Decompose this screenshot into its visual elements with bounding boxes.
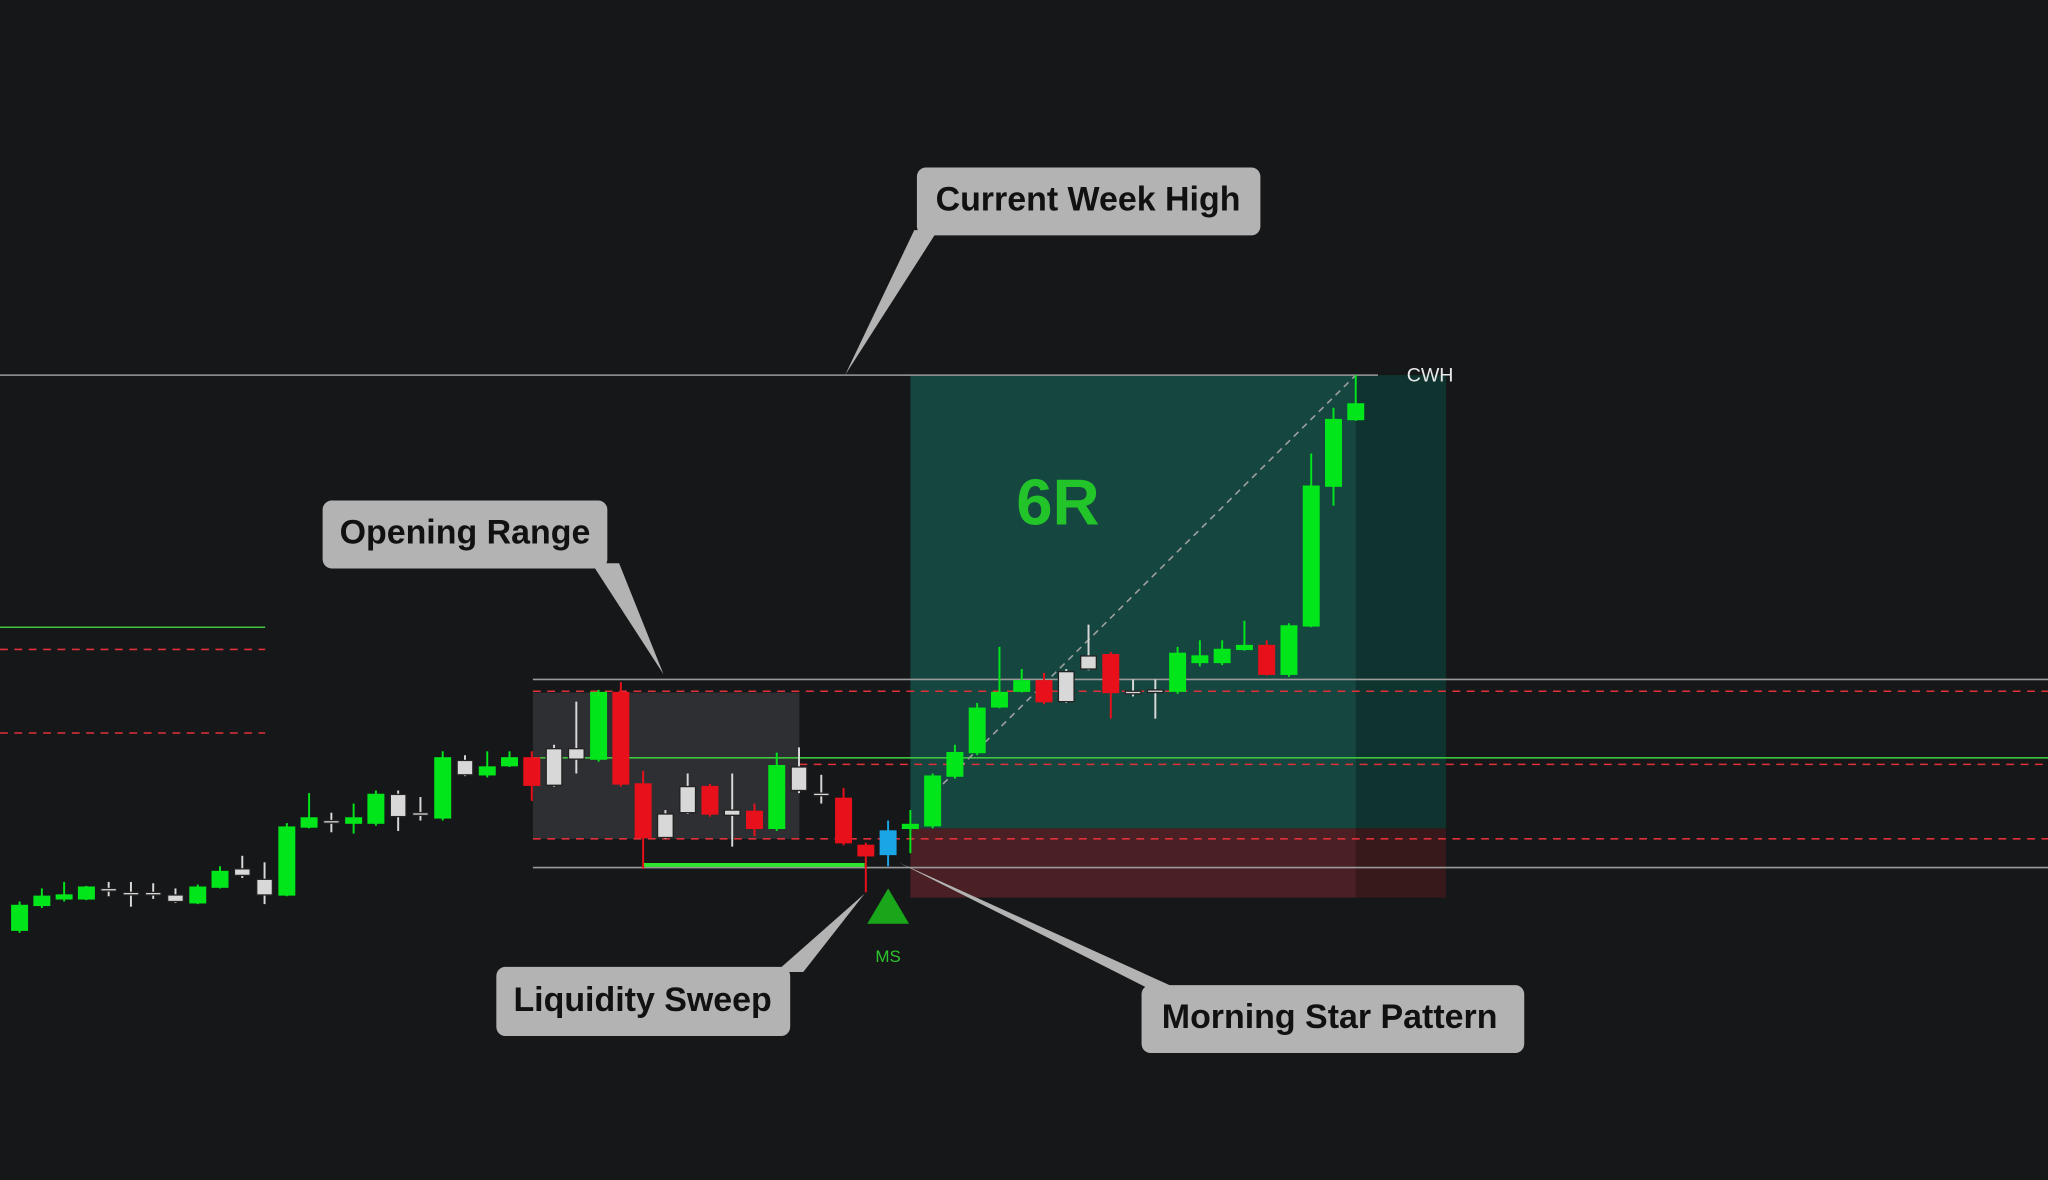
candle-body [1102, 654, 1120, 694]
candle-body [55, 894, 73, 900]
candle-body [100, 887, 118, 892]
candle-body [434, 757, 452, 819]
candle-body [478, 766, 496, 776]
candle-body [679, 785, 697, 814]
candle-body [256, 878, 274, 896]
candle-body [1280, 625, 1298, 675]
candle-body [656, 813, 674, 839]
candle-body [990, 691, 1008, 708]
candle-body [723, 809, 741, 816]
candle-body [612, 691, 630, 785]
signal-label: MS [875, 947, 900, 966]
level-label: CWH [1407, 365, 1454, 387]
candle-body [835, 797, 853, 844]
candle-body [1080, 655, 1098, 670]
candle-body [367, 793, 385, 824]
callout-text: Current Week High [936, 180, 1241, 218]
callout-box [322, 500, 608, 569]
zone-shade [1355, 375, 1446, 898]
callout-text: Opening Range [340, 513, 591, 551]
candle-body [1146, 689, 1164, 694]
candle-body [211, 870, 229, 888]
candle-body [33, 895, 51, 907]
candle-body [634, 783, 652, 839]
candle-body [545, 748, 563, 786]
candle-body [1302, 485, 1320, 627]
candle-body [812, 792, 830, 797]
candle-body [523, 757, 541, 786]
candle-body [166, 894, 184, 903]
callout-pointer [898, 862, 1179, 990]
callout-pointer [775, 893, 865, 973]
candle-body [1124, 690, 1142, 695]
zone [910, 828, 1446, 898]
callout-text: Morning Star Pattern [1162, 998, 1498, 1036]
callout-box [496, 966, 791, 1037]
target-label: 6R [1016, 465, 1099, 538]
candle-body [567, 748, 585, 760]
candle-body [946, 751, 964, 777]
candle-body [790, 766, 808, 792]
signal-marker [867, 888, 910, 924]
candle-body [1169, 652, 1187, 692]
candle-body [968, 707, 986, 754]
levels [0, 374, 2048, 869]
candle-body [1213, 648, 1231, 664]
candle-body [1258, 644, 1276, 675]
candle-body [278, 826, 296, 896]
candle-body [768, 765, 786, 830]
candle-body [1013, 680, 1031, 692]
candle-body [1057, 670, 1075, 703]
candle-body [701, 785, 719, 815]
candle-body [901, 823, 919, 830]
candle-body [456, 759, 474, 776]
candle-body [411, 812, 429, 816]
candles [11, 375, 1365, 933]
candle-body [1347, 403, 1365, 421]
candle-body [745, 810, 763, 830]
candle-body [857, 844, 875, 857]
candle-body [501, 757, 519, 767]
trend-line [942, 374, 1357, 785]
zone [910, 375, 1446, 829]
candle-body [233, 868, 251, 877]
candle-body [77, 886, 95, 900]
candle-body [300, 817, 318, 828]
candle-body [322, 819, 340, 824]
candle-body [879, 830, 897, 856]
candle-body [345, 817, 363, 824]
candle-body [924, 775, 942, 827]
candle-body [1235, 644, 1253, 651]
callout-box [916, 167, 1261, 236]
candle-body [189, 886, 207, 904]
candle-body [11, 904, 29, 931]
candle-body [1191, 655, 1209, 664]
callout-box [1141, 985, 1525, 1054]
callout-text: Liquidity Sweep [513, 981, 771, 1019]
candle-body [389, 793, 407, 818]
candle-body [144, 891, 162, 896]
candle-body [122, 891, 140, 896]
candle-body [1324, 418, 1342, 487]
candle-body [590, 691, 608, 760]
zones [532, 375, 1446, 898]
candle-body [1035, 680, 1053, 703]
